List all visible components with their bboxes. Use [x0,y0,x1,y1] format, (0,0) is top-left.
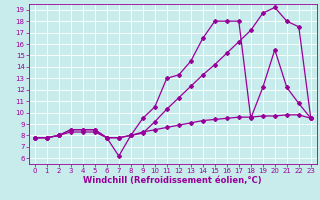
X-axis label: Windchill (Refroidissement éolien,°C): Windchill (Refroidissement éolien,°C) [84,176,262,185]
